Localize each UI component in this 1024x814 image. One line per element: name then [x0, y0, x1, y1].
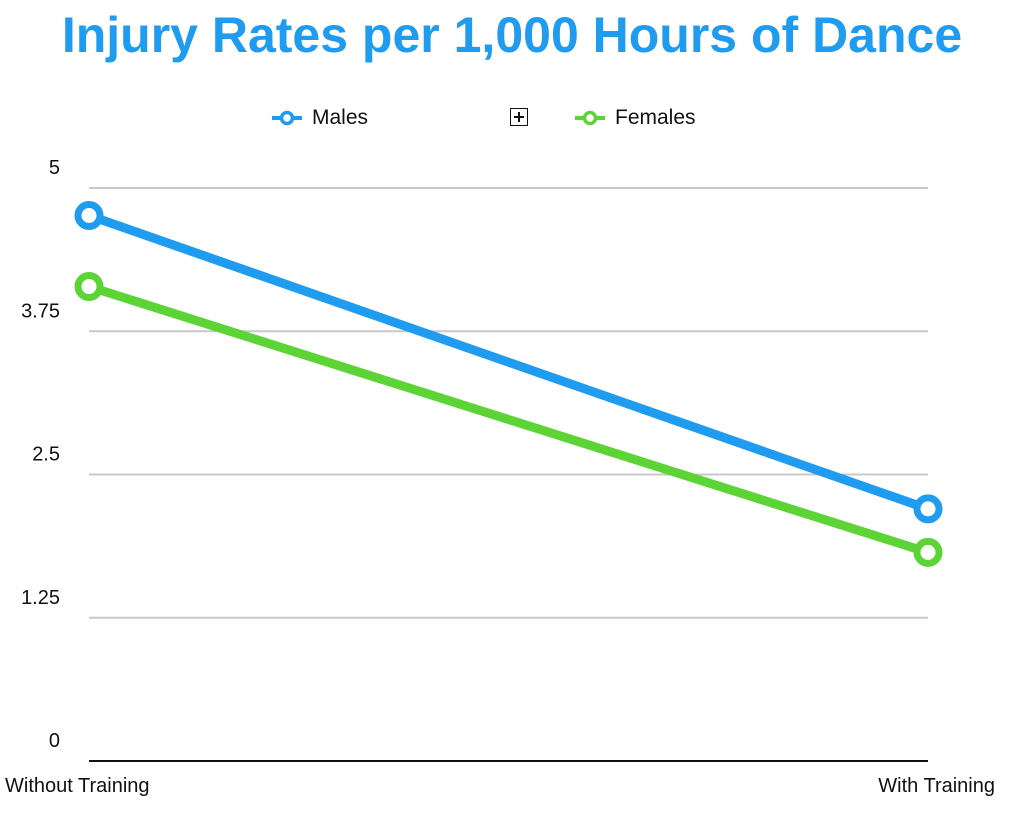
x-tick-label: Without Training [5, 775, 150, 797]
legend-item-males[interactable]: Males [272, 100, 368, 136]
data-point-females [913, 537, 943, 567]
series-line-females [84, 282, 933, 557]
legend-label-females: Females [615, 106, 696, 129]
legend-swatch-males [272, 110, 302, 126]
expand-square-icon[interactable] [510, 108, 528, 126]
data-point-males [74, 201, 104, 231]
y-tick-label: 3.75 [21, 300, 60, 322]
legend-item-females[interactable]: Females [575, 100, 696, 136]
x-tick-label: With Training [878, 775, 995, 797]
y-tick-label: 2.5 [32, 444, 60, 466]
data-point-females [74, 272, 104, 302]
y-tick-label: 1.25 [21, 587, 60, 609]
y-tick-label: 5 [49, 157, 60, 179]
data-point-males [913, 494, 943, 524]
legend: Males Females [0, 100, 1024, 136]
legend-swatch-females [575, 110, 605, 126]
y-tick-label: 0 [49, 730, 60, 752]
chart-title: Injury Rates per 1,000 Hours of Dance [61, 7, 963, 63]
legend-label-males: Males [312, 106, 369, 129]
series-line-males [84, 211, 933, 514]
